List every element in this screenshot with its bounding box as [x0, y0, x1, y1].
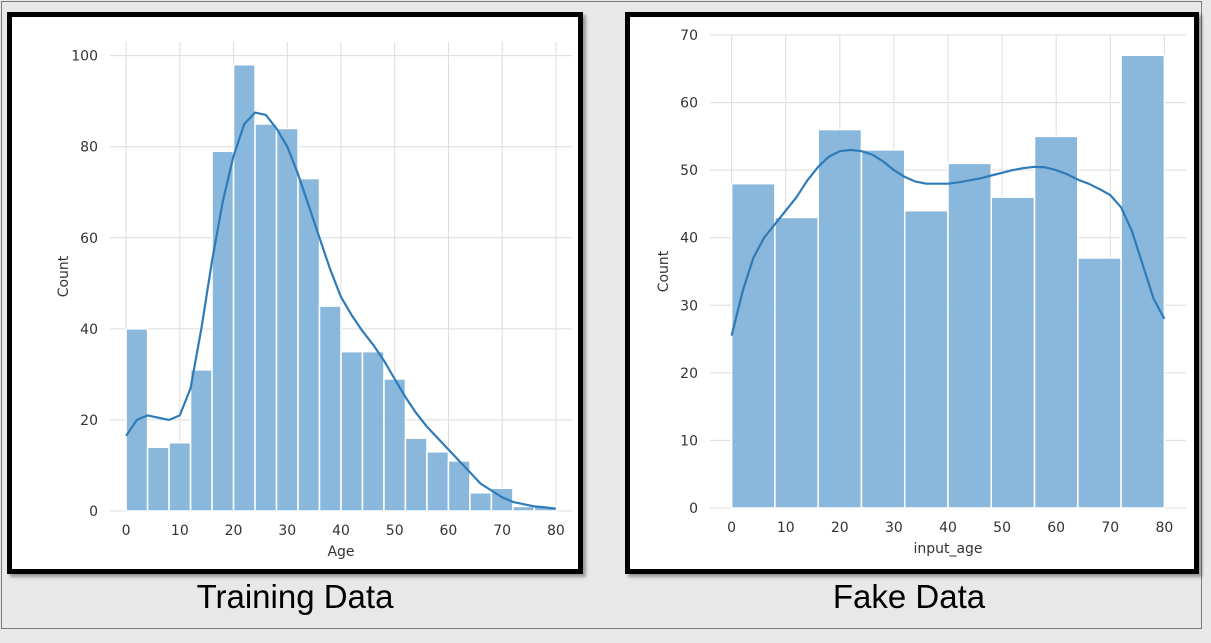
y-axis-label: Count — [56, 255, 72, 297]
histogram-bar — [860, 149, 906, 509]
y-tick-label: 100 — [71, 49, 98, 65]
x-tick-label: 30 — [278, 523, 296, 539]
x-tick-label: 0 — [727, 520, 736, 536]
histogram-bar — [340, 350, 364, 512]
kde-curve — [730, 148, 1166, 336]
x-tick-label: 60 — [1047, 520, 1065, 536]
y-tick-label: 20 — [680, 366, 698, 382]
y-tick-label: 60 — [680, 96, 698, 112]
y-tick-label: 30 — [680, 298, 698, 314]
x-tick-label: 80 — [547, 523, 565, 539]
x-tick-label: 30 — [885, 520, 903, 536]
y-axis-label: Count — [656, 250, 672, 292]
histogram-bar — [817, 128, 863, 509]
training-data-chart-panel: 0 10 20 30 40 50 60 70 80 0 20 40 60 80 100 Age Count — [7, 12, 583, 574]
histogram-bar — [189, 369, 213, 512]
training-data-caption: Training Data — [196, 578, 394, 615]
histogram-bar — [1077, 257, 1122, 509]
histogram-bar — [1120, 54, 1166, 509]
y-tick-label: 0 — [89, 504, 98, 520]
histogram-bar — [168, 441, 192, 512]
x-axis-label: input_age — [913, 541, 982, 557]
training-data-histogram: 0 10 20 30 40 50 60 70 80 0 20 40 60 80 100 Age Count — [56, 42, 572, 560]
histogram-bar — [361, 350, 385, 512]
y-tick-label: 60 — [80, 231, 98, 247]
x-tick-label: 40 — [939, 520, 957, 536]
fake-data-histogram: 0 10 20 30 40 50 60 70 80 0 10 20 30 40 50 60 70 input_ag… — [656, 28, 1186, 557]
y-tick-label: 20 — [80, 413, 98, 429]
histogram-bar — [947, 162, 993, 509]
y-tick-label: 80 — [80, 140, 98, 156]
x-tick-label: 60 — [440, 523, 458, 539]
x-tick-label: 50 — [386, 523, 404, 539]
x-tick-label: 80 — [1155, 520, 1173, 536]
histogram-bar — [404, 437, 428, 512]
histogram-bar — [254, 123, 278, 512]
histogram-bar — [426, 451, 450, 512]
histogram-bar — [469, 492, 493, 512]
y-tick-label: 40 — [680, 231, 698, 247]
x-tick-label: 20 — [831, 520, 849, 536]
histogram-bar — [990, 196, 1036, 509]
y-tick-label: 50 — [680, 163, 698, 179]
x-tick-label: 20 — [225, 523, 243, 539]
x-tick-label: 0 — [122, 523, 131, 539]
x-tick-label: 10 — [777, 520, 795, 536]
x-axis-label: Age — [327, 544, 354, 560]
histogram-bar — [903, 209, 949, 509]
fake-data-chart-panel: 0 10 20 30 40 50 60 70 80 0 10 20 30 40 50 60 70 input_ag… — [625, 12, 1199, 574]
histogram-bar — [146, 446, 170, 512]
x-tick-label: 70 — [493, 523, 511, 539]
histogram-bar — [232, 64, 256, 512]
y-tick-label: 40 — [80, 322, 98, 338]
histogram-bar — [1033, 135, 1079, 509]
y-tick-label: 10 — [680, 433, 698, 449]
kde-curve — [125, 111, 557, 510]
histogram-bar — [774, 216, 819, 509]
x-tick-label: 70 — [1101, 520, 1119, 536]
histogram-bar — [318, 305, 342, 512]
fake-data-caption: Fake Data — [832, 578, 986, 615]
y-tick-label: 0 — [689, 501, 698, 517]
x-tick-label: 10 — [171, 523, 189, 539]
histogram-bar — [383, 378, 407, 512]
x-tick-label: 40 — [332, 523, 350, 539]
y-tick-label: 70 — [680, 28, 698, 44]
histogram-bar — [275, 127, 299, 512]
histogram-bar — [512, 505, 536, 512]
x-tick-label: 50 — [993, 520, 1011, 536]
